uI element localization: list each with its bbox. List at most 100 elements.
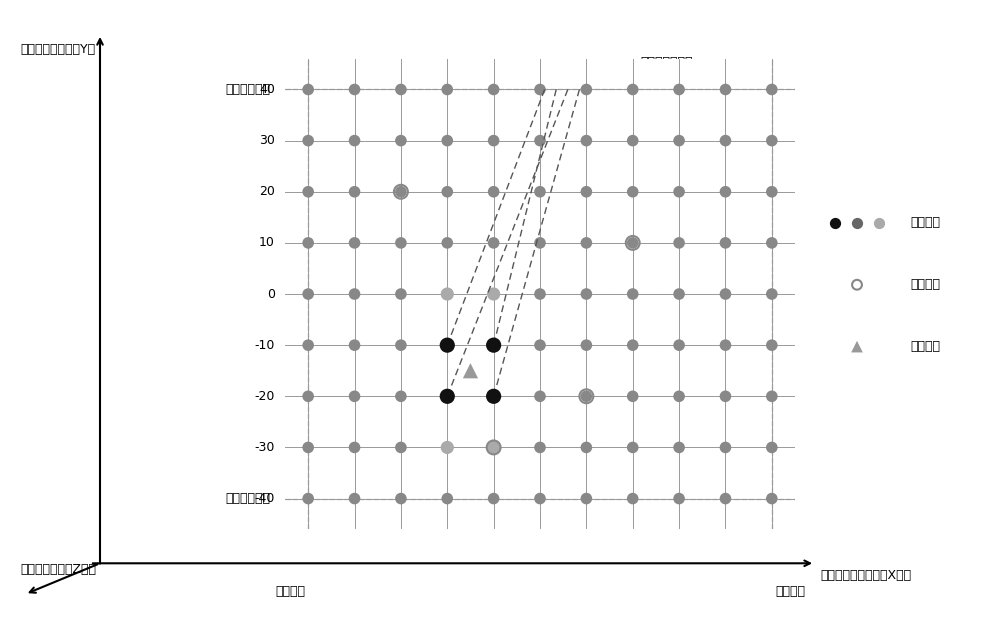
- Point: [849, 218, 865, 228]
- Text: 传感器修正值（Z轴）: 传感器修正值（Z轴）: [20, 563, 96, 576]
- Point: [671, 493, 687, 503]
- Point: [439, 85, 455, 95]
- Text: -30: -30: [255, 441, 275, 454]
- Point: [532, 238, 548, 248]
- Point: [717, 238, 733, 248]
- Point: [625, 238, 641, 248]
- Point: [671, 136, 687, 145]
- Point: [671, 289, 687, 299]
- Point: [347, 238, 363, 248]
- Point: [578, 238, 594, 248]
- Point: [827, 218, 843, 228]
- Point: [439, 443, 455, 452]
- Point: [393, 493, 409, 503]
- Point: [439, 289, 455, 299]
- Point: [347, 443, 363, 452]
- Point: [439, 187, 455, 197]
- Text: -10: -10: [255, 339, 275, 352]
- Text: -20: -20: [255, 390, 275, 403]
- Point: [486, 238, 502, 248]
- Point: [764, 136, 780, 145]
- Text: 待修正点: 待修正点: [910, 340, 940, 353]
- Point: [764, 85, 780, 95]
- Point: [486, 340, 502, 350]
- Point: [764, 340, 780, 350]
- Point: [625, 136, 641, 145]
- Point: [671, 391, 687, 401]
- Point: [300, 85, 316, 95]
- Point: [578, 391, 594, 401]
- Point: [578, 493, 594, 503]
- Text: 未标定点: 未标定点: [910, 278, 940, 292]
- Point: [671, 443, 687, 452]
- Point: [625, 391, 641, 401]
- Point: [393, 187, 409, 197]
- Point: [486, 443, 502, 452]
- Point: [871, 218, 887, 228]
- Point: [764, 443, 780, 452]
- Point: [578, 187, 594, 197]
- Point: [439, 340, 455, 350]
- Point: [300, 187, 316, 197]
- Point: [764, 493, 780, 503]
- Text: 20: 20: [259, 185, 275, 198]
- Point: [393, 187, 409, 197]
- Point: [671, 187, 687, 197]
- Point: [625, 443, 641, 452]
- Point: [300, 238, 316, 248]
- Point: [300, 340, 316, 350]
- Point: [486, 391, 502, 401]
- Point: [717, 391, 733, 401]
- Point: [486, 493, 502, 503]
- Point: [532, 187, 548, 197]
- Point: [578, 289, 594, 299]
- Point: [717, 187, 733, 197]
- Point: [578, 340, 594, 350]
- Point: [486, 340, 502, 350]
- Text: 环境变量上限: 环境变量上限: [225, 83, 270, 96]
- Point: [671, 238, 687, 248]
- Text: 30: 30: [259, 134, 275, 147]
- Point: [671, 340, 687, 350]
- Point: [393, 443, 409, 452]
- Point: [347, 85, 363, 95]
- Point: [347, 289, 363, 299]
- Text: -40: -40: [255, 492, 275, 505]
- Point: [532, 443, 548, 452]
- Text: 最优四点式模型: 最优四点式模型: [640, 56, 692, 69]
- Point: [671, 85, 687, 95]
- Point: [393, 136, 409, 145]
- Point: [393, 85, 409, 95]
- Point: [717, 85, 733, 95]
- Point: [625, 85, 641, 95]
- Point: [439, 493, 455, 503]
- Point: [439, 136, 455, 145]
- Text: 环境变量（温度）Y轴: 环境变量（温度）Y轴: [20, 43, 95, 56]
- Point: [439, 238, 455, 248]
- Point: [393, 289, 409, 299]
- Point: [717, 443, 733, 452]
- Point: [486, 289, 502, 299]
- Point: [849, 342, 865, 352]
- Point: [347, 493, 363, 503]
- Point: [439, 391, 455, 401]
- Point: [717, 340, 733, 350]
- Point: [486, 443, 502, 452]
- Point: [486, 187, 502, 197]
- Text: 传感器测量物理量（X轴）: 传感器测量物理量（X轴）: [820, 569, 911, 582]
- Point: [300, 391, 316, 401]
- Point: [625, 238, 641, 248]
- Point: [625, 187, 641, 197]
- Point: [532, 391, 548, 401]
- Point: [486, 443, 502, 452]
- Point: [439, 391, 455, 401]
- Point: [486, 289, 502, 299]
- Point: [532, 136, 548, 145]
- Point: [486, 136, 502, 145]
- Point: [347, 187, 363, 197]
- Point: [625, 289, 641, 299]
- Text: 已标定点: 已标定点: [910, 216, 940, 230]
- Point: [578, 136, 594, 145]
- Text: 10: 10: [259, 236, 275, 249]
- Point: [717, 136, 733, 145]
